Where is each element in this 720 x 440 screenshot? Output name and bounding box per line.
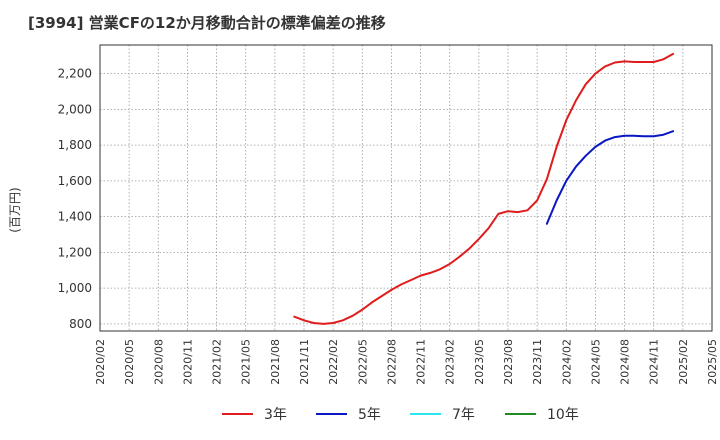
x-tick-label: 2025/02 bbox=[677, 339, 690, 385]
x-tick-label: 2021/02 bbox=[211, 339, 224, 385]
y-tick-label: 1,400 bbox=[58, 210, 92, 224]
y-tick-label: 2,200 bbox=[58, 67, 92, 81]
x-tick-label: 2024/05 bbox=[589, 339, 602, 385]
y-axis-ticks: 800 1,000 1,200 1,400 1,600 1,800 2,000 2,200 bbox=[58, 67, 92, 331]
legend-label-4: 10年 bbox=[547, 407, 579, 423]
x-tick-label: 2024/11 bbox=[648, 339, 661, 385]
series-line-1 bbox=[293, 52, 675, 325]
y-tick-label: 1,800 bbox=[58, 138, 92, 152]
x-tick-label: 2022/02 bbox=[327, 339, 340, 385]
x-tick-label: 2020/11 bbox=[181, 339, 194, 385]
x-tick-label: 2021/11 bbox=[298, 339, 311, 385]
legend-label-3: 7年 bbox=[452, 407, 475, 423]
y-tick-label: 1,600 bbox=[58, 174, 92, 188]
y-tick-label: 2,000 bbox=[58, 102, 92, 116]
x-tick-label: 2024/08 bbox=[619, 339, 632, 385]
y-tick-label: 1,200 bbox=[58, 245, 92, 259]
x-tick-label: 2022/05 bbox=[356, 339, 369, 385]
y-axis-label: (百万円) bbox=[8, 187, 22, 232]
x-tick-label: 2023/08 bbox=[502, 339, 515, 385]
x-tick-label: 2022/11 bbox=[415, 339, 428, 385]
grid-layer bbox=[99, 45, 713, 331]
x-tick-label: 2021/05 bbox=[240, 339, 253, 385]
x-tick-label: 2020/08 bbox=[152, 339, 165, 385]
x-tick-label: 2020/05 bbox=[123, 339, 136, 385]
x-tick-label: 2022/08 bbox=[385, 339, 398, 385]
x-tick-label: 2023/05 bbox=[473, 339, 486, 385]
plot-frame bbox=[99, 44, 713, 332]
x-axis-ticks: 2020/02 2020/05 2020/08 2020/11 2021/02 2021/… bbox=[94, 339, 719, 385]
x-tick-label: 2025/05 bbox=[706, 339, 719, 385]
legend: 3年 5年 7年 10年 bbox=[222, 407, 579, 423]
legend-label-2: 5年 bbox=[358, 407, 381, 423]
legend-label-1: 3年 bbox=[264, 407, 287, 423]
x-tick-label: 2023/02 bbox=[444, 339, 457, 385]
series-line-2 bbox=[545, 130, 675, 225]
y-tick-label: 800 bbox=[69, 317, 92, 331]
chart-title: [3994] 営業CFの12か月移動合計の標準偏差の推移 bbox=[28, 14, 386, 32]
x-tick-label: 2023/11 bbox=[531, 339, 544, 385]
series-layer bbox=[293, 52, 675, 325]
x-tick-label: 2020/02 bbox=[94, 339, 107, 385]
y-tick-label: 1,000 bbox=[58, 281, 92, 295]
x-tick-label: 2024/02 bbox=[560, 339, 573, 385]
x-tick-label: 2021/08 bbox=[269, 339, 282, 385]
